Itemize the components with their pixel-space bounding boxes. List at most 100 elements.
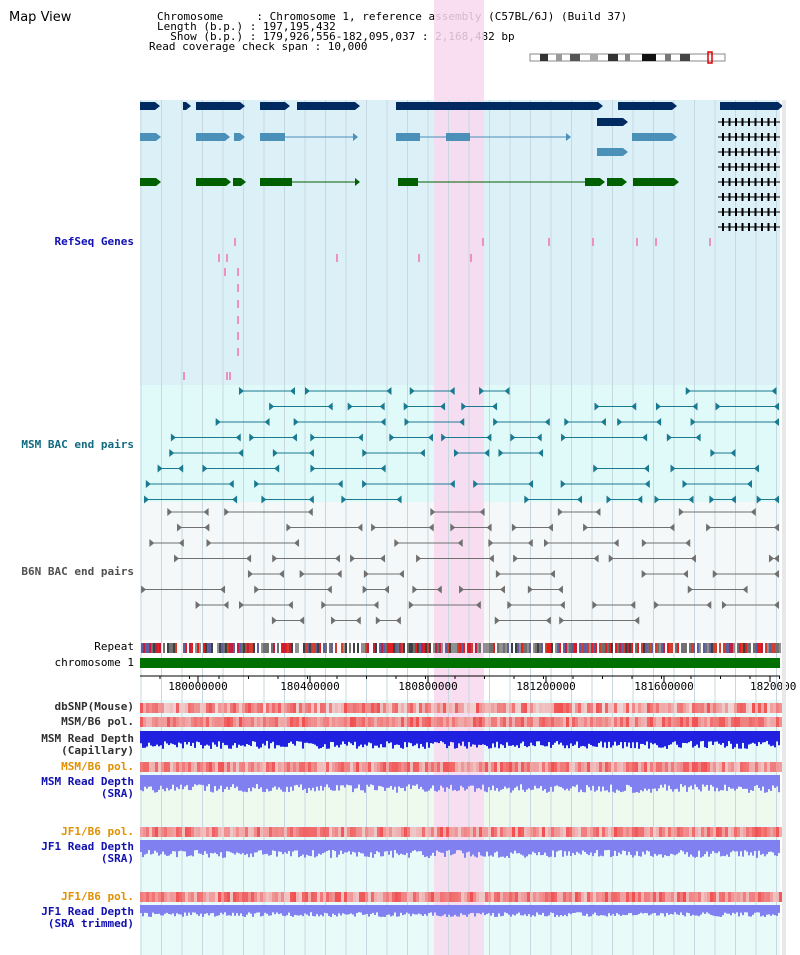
depth-bar — [440, 840, 442, 853]
heat-cell — [278, 827, 281, 837]
depth-bar — [512, 731, 514, 746]
heat-cell — [206, 762, 209, 772]
depth-bar — [680, 905, 682, 913]
depth-bar — [304, 731, 306, 743]
repeat-segment — [401, 643, 403, 653]
repeat-segment — [777, 643, 779, 653]
heat-cell — [647, 717, 650, 727]
depth-bar — [426, 905, 428, 916]
heat-cell — [758, 717, 761, 727]
depth-bar — [578, 840, 580, 854]
heat-cell — [164, 703, 167, 713]
depth-bar — [698, 840, 700, 851]
depth-bar — [290, 775, 292, 787]
heat-cell — [596, 717, 599, 727]
b6n-bac-pairs[interactable] — [141, 508, 779, 625]
heat-cell — [650, 827, 653, 837]
msm-pol2-label: MSM/B6 pol. — [61, 760, 134, 773]
heat-cell — [341, 717, 344, 727]
depth-bar — [208, 905, 210, 916]
chromosome-ideogram[interactable] — [529, 51, 726, 64]
depth-bar — [310, 731, 312, 744]
heat-cell — [425, 827, 428, 837]
depth-bar — [700, 775, 702, 792]
repeat-segment — [143, 643, 145, 653]
depth-bar — [288, 905, 290, 913]
heat-cell — [158, 717, 161, 727]
bac-end — [712, 570, 718, 578]
depth-bar — [470, 775, 472, 786]
heat-cell — [431, 827, 434, 837]
heat-cell — [656, 827, 659, 837]
depth-bar — [220, 840, 222, 853]
depth-bar — [594, 775, 596, 792]
bac-end — [559, 616, 565, 625]
depth-bar — [386, 731, 388, 742]
msm-bac-pairs[interactable] — [144, 387, 779, 504]
depth-bar — [208, 775, 210, 785]
depth-bar — [164, 731, 166, 742]
heat-cell — [710, 892, 713, 902]
heat-cell — [560, 703, 563, 713]
depth-bar — [152, 905, 154, 913]
depth-bar — [574, 731, 576, 745]
depth-bar — [734, 905, 736, 914]
depth-bar — [366, 731, 368, 746]
heat-cell — [701, 827, 704, 837]
depth-bar — [654, 731, 656, 744]
bac-end — [557, 508, 563, 516]
repeat-segment — [663, 643, 665, 653]
heat-cell — [560, 827, 563, 837]
depth-bar — [720, 840, 722, 857]
heat-cell — [146, 762, 149, 772]
heat-cell — [527, 703, 530, 713]
depth-bar — [660, 731, 662, 748]
repeat-segment — [203, 643, 205, 653]
repeat-segment — [599, 643, 601, 653]
depth-bar — [596, 731, 598, 747]
bac-end — [630, 601, 636, 609]
heat-cell — [446, 703, 449, 713]
depth-bar — [414, 840, 416, 851]
depth-bar — [544, 905, 546, 917]
depth-bar — [282, 731, 284, 747]
heat-cell — [467, 892, 470, 902]
refseq-genes[interactable] — [140, 102, 783, 380]
depth-bar — [600, 905, 602, 916]
jf1-trim-label: JF1 Read Depth — [41, 905, 134, 918]
depth-bar — [310, 905, 312, 913]
heat-cell — [563, 827, 566, 837]
depth-bar — [486, 840, 488, 852]
bac-end — [355, 616, 361, 625]
bac-end — [357, 523, 363, 532]
bac-end — [545, 616, 551, 625]
heat-cell — [242, 892, 245, 902]
depth-bar — [708, 775, 710, 791]
depth-bar — [560, 840, 562, 851]
heat-cell — [227, 762, 230, 772]
depth-bar — [462, 775, 464, 788]
heat-cell — [449, 892, 452, 902]
depth-bar — [570, 731, 572, 744]
depth-bar — [726, 731, 728, 747]
depth-bar — [610, 775, 612, 785]
depth-bar — [592, 731, 594, 747]
depth-bar — [328, 840, 330, 851]
heat-cell — [317, 892, 320, 902]
depth-bar — [666, 905, 668, 913]
heat-cell — [299, 717, 302, 727]
repeat-segment — [719, 643, 721, 653]
depth-bar — [368, 840, 370, 857]
depth-bar — [212, 905, 214, 914]
heat-cell — [155, 717, 158, 727]
depth-bar — [392, 775, 394, 790]
depth-bar — [260, 840, 262, 851]
repeat-segment — [451, 643, 453, 653]
bac-end — [380, 554, 386, 563]
depth-bar — [692, 840, 694, 857]
bac-end — [513, 554, 519, 563]
selection-highlight[interactable] — [434, 0, 484, 955]
heat-cell — [635, 703, 638, 713]
heat-cell — [653, 703, 656, 713]
